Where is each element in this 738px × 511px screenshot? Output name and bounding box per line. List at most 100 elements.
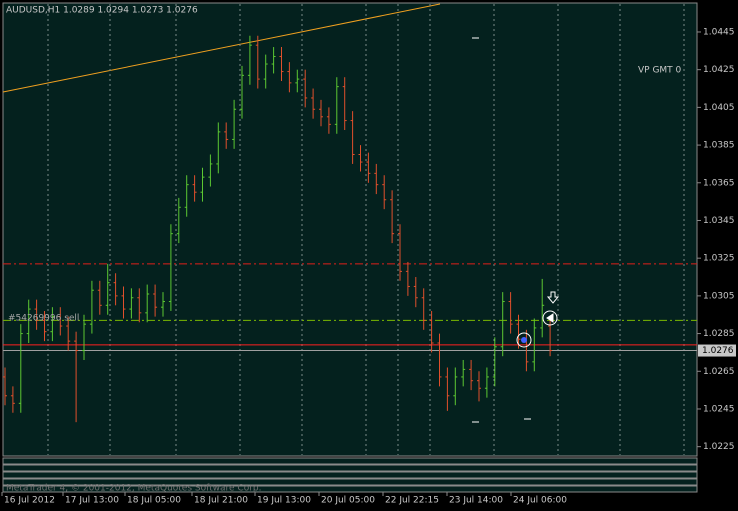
ohlc-bar [192,175,197,202]
ohlc-bar [532,318,537,372]
ohlc-bar [184,175,189,217]
order-label: #54269996 sell [8,314,79,324]
ohlc-bar [319,99,323,127]
ohlc-bar [287,62,292,93]
order-marker-dot [521,337,527,343]
time-axis: 16 Jul 2012 17 Jul 13:00 18 Jul 05:00 18 Ju… [1,492,567,506]
bid-label: 1.0276 [702,346,734,356]
ohlc-bar [366,152,371,183]
ohlc-bar [145,284,150,323]
ohlc-bar [10,386,15,413]
ohlc-bar [168,224,173,311]
ohlc-bar [295,69,300,93]
y-tick-label: 1.0405 [703,103,735,113]
ohlc-bar [3,367,7,406]
ohlc-bar [121,286,126,319]
ohlc-bar [208,154,213,187]
ohlc-bar [477,371,481,402]
panel [2,471,698,479]
y-tick-label: 1.0285 [703,329,735,339]
ohlc-bar [279,47,284,81]
indicator-panels [2,457,698,493]
y-tick-label: 1.0425 [703,65,735,75]
ohlc-bar [358,145,363,172]
ohlc-bar [176,197,181,244]
ohlc-bar [461,359,466,387]
ohlc-bar [508,292,513,334]
order-marker [516,332,532,348]
ohlc-bar [382,175,387,210]
x-tick-label: 22 Jul 22:15 [385,496,439,506]
ohlc-bar [74,331,79,423]
x-tick-label: 17 Jul 13:00 [65,496,119,506]
ohlc-bar [113,273,118,306]
ohlc-bar [18,324,23,413]
ohlc-bar [66,316,71,351]
ohlc-bar [105,263,110,315]
ohlc-bar [413,277,418,308]
x-tick-label: 16 Jul 2012 [4,496,55,506]
ohlc-bar [58,307,63,336]
ohlc-bar [26,299,31,343]
ohlc-bar [82,314,86,360]
ohlc-bar [89,280,94,334]
ohlc-bar [334,77,339,134]
ohlc-bar [540,278,545,338]
price-axis: 1.0225 1.0245 1.0265 1.0285 1.0305 1.0325 1.03… [697,27,736,452]
bid-box [698,344,736,357]
ohlc-bar [429,310,434,353]
footer: MetaTrader 4, © 2001-2012, MetaQuotes So… [6,484,262,494]
y-tick-label: 1.0445 [703,27,735,37]
ohlc-bar [405,261,410,296]
ohlc-bar [484,367,489,398]
ohlc-bar [129,288,134,319]
ohlc-bar [200,167,205,202]
ohlc-bar [421,288,426,330]
ohlc-bar [255,35,260,89]
ohlc-bar [326,107,331,134]
ohlc-bar [516,314,521,349]
panel [2,457,698,465]
ohlc-bar [97,280,102,315]
ohlc-bar [548,316,553,357]
ohlc-bar [469,359,474,391]
ohlc-bar [263,54,268,89]
ohlc-bar [42,310,47,342]
chart-title: AUDUSD,H1 1.0289 1.0294 1.0273 1.0276 [6,6,198,16]
y-tick-label: 1.0225 [703,442,735,452]
ohlc-bar [216,122,221,174]
x-tick-label: 23 Jul 14:00 [449,496,503,506]
x-tick-label: 19 Jul 13:00 [257,496,311,506]
ohlc-bar [224,122,229,149]
plot-area [2,2,698,457]
order-marker [542,310,558,326]
markers [472,37,560,423]
x-tick-label: 24 Jul 06:00 [513,496,567,506]
x-tick-label: 20 Jul 05:00 [321,496,375,506]
ohlc-bar [161,292,165,317]
signal-arrow [546,291,560,304]
x-tick-label: 18 Jul 21:00 [194,496,248,506]
ohlc-bar [247,35,252,85]
ohlc-bar [500,292,505,357]
y-tick-label: 1.0365 [703,178,735,188]
panel [2,464,698,472]
ohlc-bar [445,367,450,411]
order-arrow [546,313,554,323]
ohlc-bar [271,47,276,74]
y-tick-label: 1.0385 [703,141,735,151]
ohlc-bar [398,224,402,281]
ohlc-bar [342,77,347,130]
trend-line [2,3,441,93]
x-tick-label: 18 Jul 05:00 [127,496,181,506]
panel [2,478,698,486]
ohlc-bar [492,337,497,387]
levels [3,263,697,352]
y-tick-label: 1.0245 [703,404,735,414]
ohlc-bar [453,367,458,406]
panel [2,485,698,493]
grid [47,4,685,455]
ohlc-bar [303,69,308,108]
y-tick-label: 1.0325 [703,254,735,264]
